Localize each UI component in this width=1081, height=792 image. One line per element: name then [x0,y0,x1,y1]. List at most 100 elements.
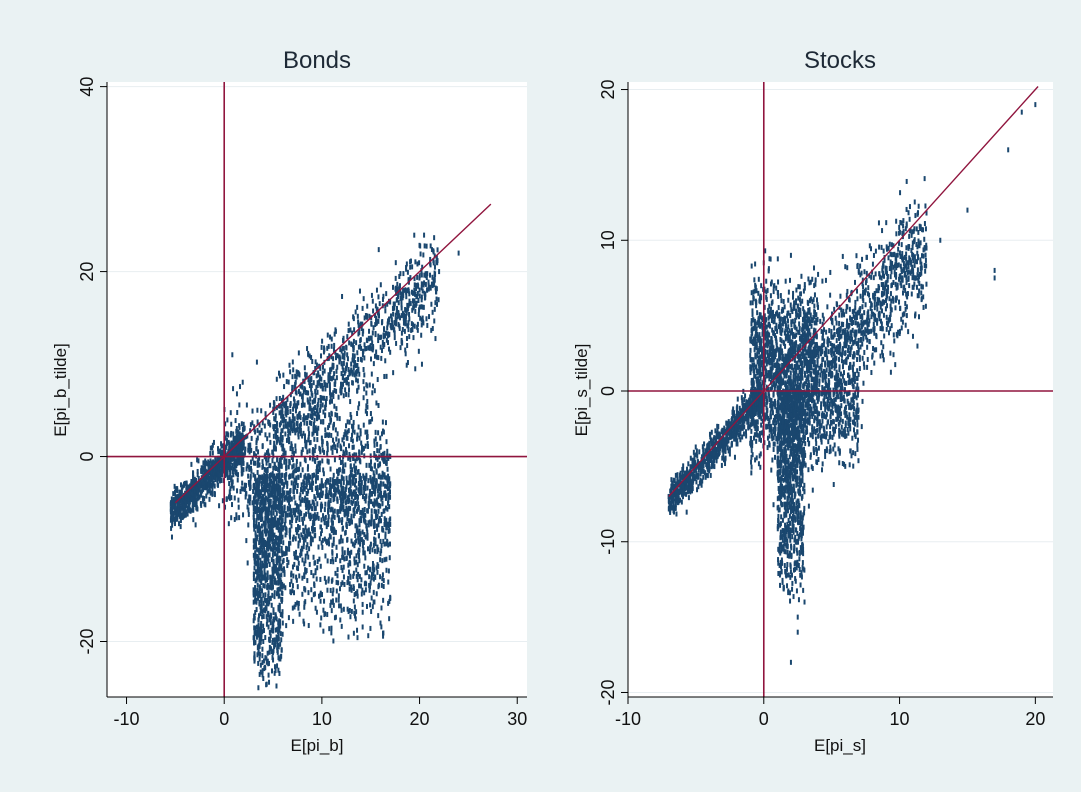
bonds-x-tick-label: -10 [114,709,140,729]
bonds-cluster-point [278,498,281,504]
bonds-cluster-point [319,622,322,628]
bonds-cluster-point [374,429,377,435]
bonds-cluster-point [296,503,299,509]
bonds-cluster-point [182,503,185,509]
bonds-x-tick-label: 10 [312,709,332,729]
bonds-cluster-point [317,412,320,418]
bonds-cluster-point [259,474,262,480]
bonds-cluster-point [327,378,330,384]
bonds-cluster-point [413,298,416,304]
bonds-cluster-point [347,579,350,585]
bonds-cluster-point [264,432,267,438]
bonds-cluster-point [335,353,338,359]
bonds-cluster-point [357,535,360,541]
bonds-cluster-point [232,485,235,491]
bonds-cluster-point [276,663,279,669]
bonds-cluster-point [322,483,325,489]
bonds-cluster-point [293,468,296,474]
bonds-cluster-point [303,402,306,408]
bonds-cluster-point [193,502,196,508]
bonds-cluster-point [359,531,362,537]
bonds-cluster-point [277,490,280,496]
bonds-cluster-point [380,431,383,437]
bonds-cluster-point [257,647,260,653]
bonds-x-axis-label: E[pi_b] [291,736,344,755]
bonds-cluster-point [289,401,292,407]
bonds-cluster-point [192,470,195,476]
bonds-cluster-point [232,472,235,478]
bonds-cluster-point [355,559,358,565]
bonds-cluster-point [314,605,317,611]
bonds-cluster-point [317,515,320,521]
bonds-cluster-point [277,642,280,648]
bonds-cluster-point [294,403,297,409]
bonds-cluster-point [258,588,261,594]
bonds-cluster-point [272,563,275,569]
bonds-cluster-point [369,411,372,417]
bonds-cluster-point [385,475,388,481]
bonds-cluster-point [260,566,263,572]
bonds-cluster-point [315,362,318,368]
bonds-cluster-point [307,350,310,356]
bonds-cluster-point [326,440,329,446]
bonds-cluster-point [314,570,317,576]
bonds-cluster-point [383,373,386,379]
bonds-cluster-point [297,533,300,539]
bonds-cluster-point [224,421,227,427]
bonds-cluster-point [231,352,234,358]
bonds-cluster-point [255,546,258,552]
bonds-cluster-point [254,492,257,498]
bonds-cluster-point [183,513,186,519]
bonds-cluster-point [361,609,364,615]
bonds-cluster-point [207,477,210,483]
bonds-cluster-point [324,501,327,507]
bonds-cluster-point [330,528,333,534]
bonds-cluster-point [244,482,247,488]
bonds-cluster-point [288,439,291,445]
bonds-cluster-point [305,544,308,550]
bonds-cluster-point [368,328,371,334]
bonds-cluster-point [250,459,253,465]
bonds-cluster-point [273,440,276,446]
bonds-cluster-point [252,488,255,494]
bonds-cluster-point [350,489,353,495]
bonds-data-point [242,442,245,448]
bonds-cluster-point [349,482,352,488]
bonds-cluster-point [275,405,278,411]
bonds-cluster-point [339,603,342,609]
bonds-cluster-point [385,567,388,573]
bonds-cluster-point [375,455,378,461]
bonds-cluster-point [228,445,231,451]
bonds-cluster-point [303,420,306,426]
bonds-data-point [193,487,196,493]
bonds-cluster-point [170,496,173,502]
bonds-data-point [232,451,235,457]
bonds-cluster-point [270,627,273,633]
bonds-cluster-point [308,431,311,437]
bonds-cluster-point [302,527,305,533]
bonds-data-point [359,583,362,589]
bonds-cluster-point [361,444,364,450]
bonds-cluster-point [280,516,283,522]
bonds-cluster-point [397,291,400,297]
bonds-cluster-point [170,507,173,513]
bonds-cluster-point [280,647,283,653]
bonds-cluster-point [315,514,318,520]
bonds-cluster-point [241,379,244,385]
bonds-cluster-point [375,509,378,515]
bonds-cluster-point [313,448,316,454]
bonds-cluster-point [324,427,327,433]
bonds-cluster-point [193,497,196,503]
bonds-cluster-point [313,370,316,376]
bonds-cluster-point [430,301,433,307]
bonds-cluster-point [361,587,364,593]
bonds-cluster-point [376,377,379,383]
bonds-cluster-point [362,379,365,385]
bonds-cluster-point [376,310,379,316]
bonds-cluster-point [320,383,323,389]
bonds-cluster-point [179,508,182,514]
bonds-cluster-point [290,441,293,447]
bonds-cluster-point [257,660,260,666]
bonds-cluster-point [364,429,367,435]
bonds-cluster-point [258,613,261,619]
